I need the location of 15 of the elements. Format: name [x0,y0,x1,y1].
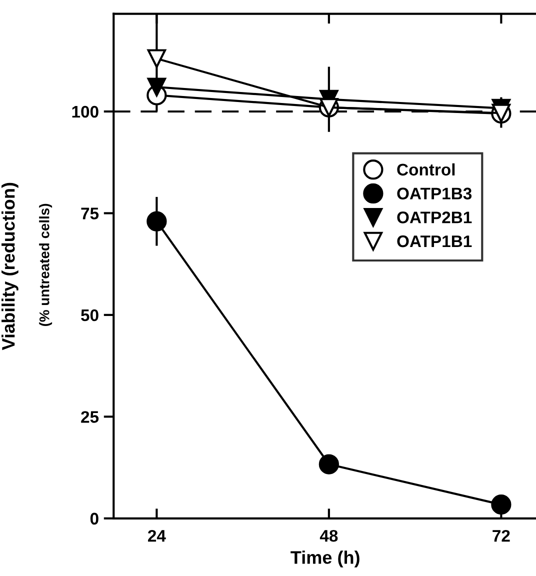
y-tick-label: 100 [72,106,98,118]
y-tick-label: 75 [81,208,99,220]
legend-label: OATP1B3 [397,188,472,200]
y-axis-title: Viability (reduction) [2,182,18,350]
x-tick-label: 72 [492,530,510,542]
y-tick-label: 50 [81,309,98,322]
y-tick-label: 25 [81,411,99,423]
legend-label: OATP2B1 [397,212,472,224]
legend-label: Control [397,163,455,176]
text: (% untreated cells) [39,204,52,326]
x-tick-label: 24 [148,530,166,542]
x-axis-title: Time (h) [290,550,360,568]
x-tick-label: 48 [320,530,338,542]
legend-label: OATP1B1 [397,235,472,248]
y-tick-label: 0 [90,512,98,525]
